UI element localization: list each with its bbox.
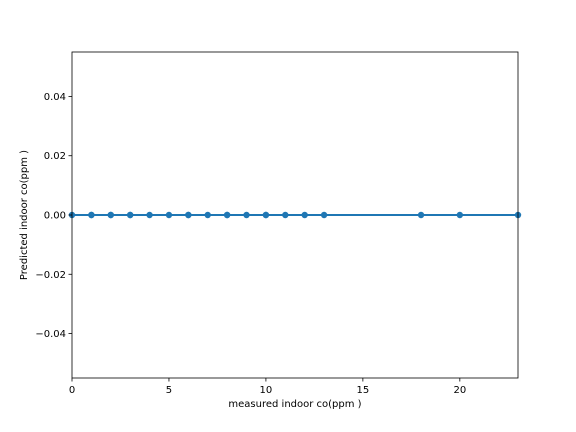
data-point <box>204 211 211 219</box>
data-point <box>88 211 95 219</box>
y-tick-label: −0.02 <box>35 270 66 281</box>
y-tick-label: 0.00 <box>44 211 66 222</box>
data-point <box>282 211 289 219</box>
data-point <box>262 211 270 219</box>
data-point <box>223 211 231 219</box>
plot-area <box>68 211 522 219</box>
y-axis-label: Predicted indoor co(ppm ) <box>19 150 30 280</box>
data-point <box>320 211 328 219</box>
data-point <box>417 211 425 219</box>
y-tick-label: 0.04 <box>44 92 66 103</box>
x-tick-label: 5 <box>166 385 172 396</box>
data-point <box>243 211 250 219</box>
x-tick-label: 15 <box>357 385 370 396</box>
y-axis: −0.04 −0.02 0.00 0.02 0.04 <box>35 92 72 340</box>
data-point <box>165 211 173 219</box>
data-point <box>107 211 114 219</box>
x-tick-label: 10 <box>260 385 273 396</box>
y-tick-label: 0.02 <box>44 151 66 162</box>
data-point <box>456 211 464 219</box>
x-axis-label: measured indoor co(ppm ) <box>228 399 361 410</box>
data-point <box>146 211 153 219</box>
x-tick-label: 0 <box>69 385 75 396</box>
data-point <box>185 211 192 219</box>
x-tick-label: 20 <box>453 385 466 396</box>
data-point <box>126 211 134 219</box>
data-point <box>301 211 308 219</box>
x-axis: 0 5 10 15 20 <box>69 378 466 396</box>
y-tick-label: −0.04 <box>35 329 66 340</box>
